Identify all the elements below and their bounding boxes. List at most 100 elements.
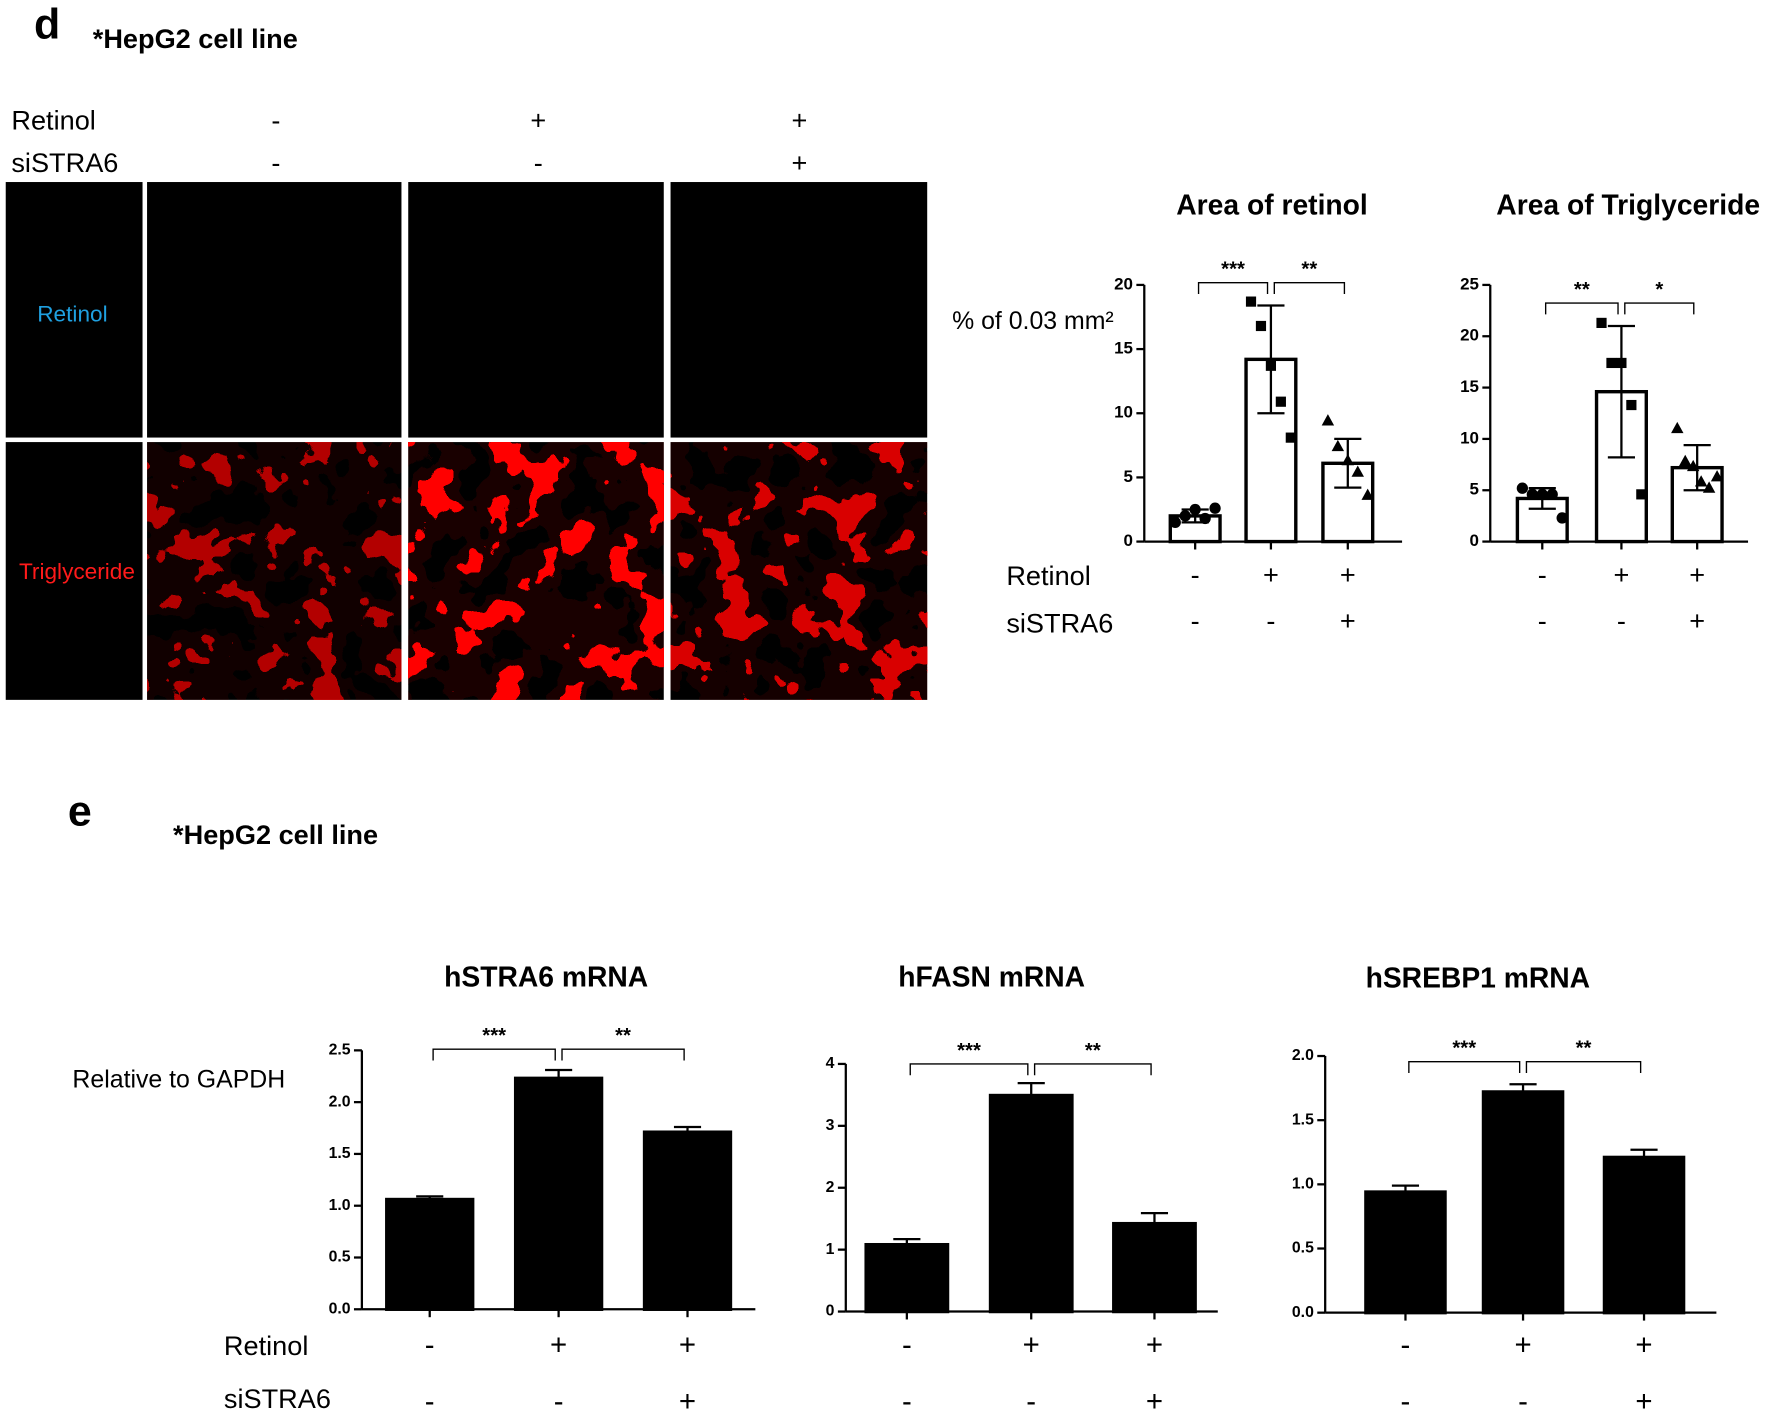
significance-bracket [432,1048,556,1061]
x-sign: + [1340,605,1356,636]
x-sign: + [679,1328,696,1361]
significance-label: ** [1574,279,1590,301]
point [1526,488,1538,501]
x-sign: + [1689,605,1705,636]
significance-bracket [909,1063,1029,1076]
point [1179,510,1191,522]
image [408,182,664,438]
point [1169,516,1181,528]
significance-bracket [1544,302,1619,315]
point [1199,512,1211,525]
image [147,182,402,438]
bar [385,1197,475,1311]
sign: + [792,147,808,178]
x-sign: - [1538,559,1547,590]
significance-bracket [1197,281,1269,294]
panel-label: d [34,0,60,48]
chart-title: Area of Triglyceride [1496,188,1760,220]
error-bar [416,1195,444,1204]
significance-bracket [1408,1060,1521,1073]
y-tick-label: 2.5 [329,1042,351,1059]
error-bar [1391,1184,1420,1200]
significance-label: *** [1221,259,1245,281]
bar [1602,1155,1686,1315]
y-tick-label: 0 [1124,531,1133,550]
panel-subtitle: *HepG2 cell line [93,23,298,54]
row-label: Triglyceride [19,559,135,584]
x-sign: + [1263,559,1279,590]
sign: - [271,104,280,135]
condition-label: siSTRA6 [11,147,118,178]
x-sign: - [1026,1385,1036,1418]
x-sign: - [554,1385,564,1418]
significance-label: ** [1576,1038,1592,1060]
error-bar [1140,1211,1169,1236]
y-axis-label: Relative to GAPDH [72,1065,285,1093]
point [1556,512,1568,524]
x-sign: + [1023,1328,1040,1361]
significance-bracket [1033,1063,1152,1076]
significance-label: ** [1085,1040,1101,1062]
point [1275,396,1286,407]
bar [513,1076,604,1311]
point [1321,414,1335,426]
y-tick-label: 1.5 [1292,1111,1314,1128]
y-tick-label: 10 [1460,428,1479,447]
bar [642,1130,733,1311]
y-tick-label: 25 [1460,274,1479,293]
sign: - [271,147,280,178]
significance-label: *** [482,1025,506,1047]
point [1536,488,1548,501]
panel-label: e [68,787,92,835]
y-tick-label: 0.0 [1292,1304,1314,1321]
point [1686,459,1700,472]
panel-d: d *HepG2 cell line Retinol siSTRA6 - - +… [5,0,1113,700]
bar [1112,1221,1197,1314]
x-sign: - [1191,559,1200,590]
error-bar [545,1068,573,1088]
x-sign: - [425,1328,435,1361]
point [1189,503,1201,516]
x-sign: - [1518,1385,1528,1418]
chart-title: Area of retinol [1176,188,1368,220]
x-sign: + [1340,559,1356,590]
point [1546,488,1558,501]
significance-label: *** [957,1040,981,1062]
y-tick-label: 1 [826,1241,835,1258]
point [1361,488,1374,500]
x-sign: + [1613,559,1629,590]
error-bar [1607,324,1635,459]
y-tick-label: 4 [826,1055,835,1072]
x-sign: - [425,1385,435,1418]
row-label: Retinol [37,301,107,326]
y-axis-label: % of 0.03 mm² [952,307,1114,335]
error-bar [1509,1083,1537,1101]
y-tick-label: 10 [1114,403,1133,422]
condition-label: siSTRA6 [224,1383,331,1414]
image [408,442,664,700]
x-sign: + [1635,1328,1652,1361]
image [670,182,928,438]
panel-e: e *HepG2 cell line Retinol siSTRA6 [68,787,378,1414]
point [1626,399,1637,411]
y-tick-label: 20 [1460,326,1479,345]
point [1245,296,1257,307]
y-tick-label: 5 [1470,480,1479,499]
significance-label: ** [615,1025,631,1047]
y-tick-label: 2 [826,1179,835,1196]
condition-label: Retinol [224,1330,308,1361]
y-tick-label: 20 [1114,274,1133,293]
sign: - [534,147,543,178]
error-bar [1630,1148,1658,1167]
point [1702,481,1716,493]
significance-bracket [1525,1060,1642,1073]
y-tick-label: 0 [1470,531,1479,550]
point [1285,432,1296,443]
sign: + [530,104,546,135]
x-sign: - [1401,1328,1411,1361]
bar [1481,1090,1565,1315]
x-sign: + [679,1385,696,1418]
label-cell [5,442,143,700]
point [1606,357,1617,369]
point [1596,317,1607,328]
